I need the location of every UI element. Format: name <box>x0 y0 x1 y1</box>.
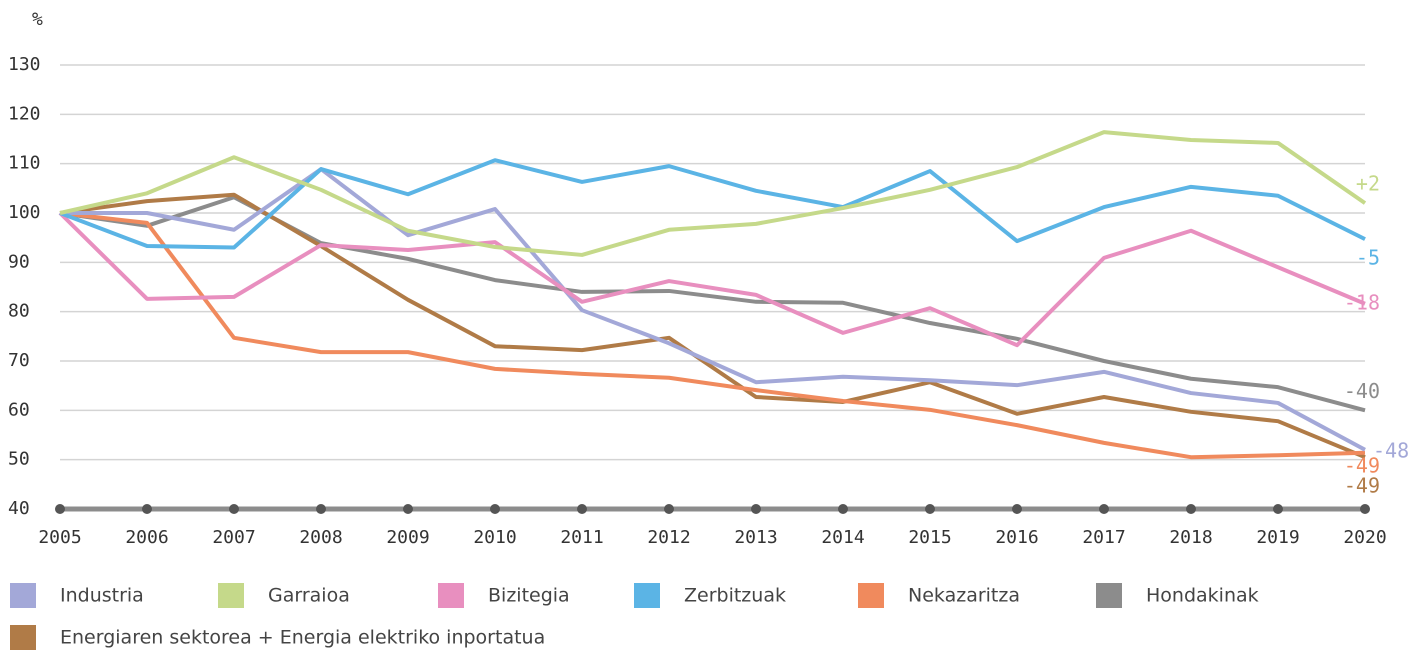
x-tick-label: 2015 <box>908 527 951 548</box>
series-line <box>59 211 1366 460</box>
y-tick-label: 110 <box>8 153 41 174</box>
x-tick-label: 2009 <box>386 527 429 548</box>
x-tick-label: 2007 <box>212 527 255 548</box>
end-label: -5 <box>1356 246 1380 270</box>
x-tick-label: 2016 <box>995 527 1038 548</box>
legend-swatch <box>10 625 36 650</box>
legend-swatch <box>634 583 660 608</box>
x-tick <box>1099 504 1109 514</box>
x-tick <box>925 504 935 514</box>
end-label: -40 <box>1344 379 1380 403</box>
series-line <box>58 211 1366 348</box>
x-tick-label: 2013 <box>734 527 777 548</box>
legend-label: Bizitegia <box>488 585 570 607</box>
x-tick-label: 2020 <box>1343 527 1386 548</box>
end-label: -49 <box>1344 474 1380 498</box>
x-tick <box>316 504 326 514</box>
legend-label: Industria <box>60 585 144 607</box>
y-tick-label: 80 <box>8 301 30 322</box>
x-tick <box>403 504 413 514</box>
x-tick <box>1273 504 1283 514</box>
y-tick-label: 90 <box>8 251 30 272</box>
y-tick-label: 120 <box>8 103 41 124</box>
series-line <box>59 192 1366 460</box>
x-tick <box>490 504 500 514</box>
end-label: -49 <box>1344 453 1380 477</box>
x-tick <box>577 504 587 514</box>
x-tick-label: 2014 <box>821 527 864 548</box>
series-line <box>59 158 1366 250</box>
y-tick-label: 100 <box>8 202 41 223</box>
y-tick-label: 130 <box>8 54 41 75</box>
legend-swatch <box>218 583 244 608</box>
legend-label: Garraioa <box>268 585 350 607</box>
legend-swatch <box>438 583 464 608</box>
x-tick <box>229 504 239 514</box>
x-tick <box>55 504 65 514</box>
legend-swatch <box>10 583 36 608</box>
legend-swatch <box>858 583 884 608</box>
y-tick-label: 60 <box>8 399 30 420</box>
y-unit-label: % <box>32 9 43 30</box>
x-tick-label: 2018 <box>1169 527 1212 548</box>
end-label: -48 <box>1373 438 1409 462</box>
legend-label: Zerbitzuak <box>684 585 786 607</box>
y-tick-label: 40 <box>8 498 30 519</box>
x-tick <box>838 504 848 514</box>
x-tick-label: 2012 <box>647 527 690 548</box>
x-tick-label: 2019 <box>1256 527 1299 548</box>
x-tick-label: 2017 <box>1082 527 1125 548</box>
legend-label: Nekazaritza <box>908 585 1020 607</box>
end-label: -18 <box>1344 290 1380 314</box>
end-label: +2 <box>1356 172 1380 196</box>
legend-swatch <box>1096 583 1122 608</box>
x-tick-label: 2005 <box>38 527 81 548</box>
x-tick-label: 2011 <box>560 527 603 548</box>
x-tick-label: 2008 <box>299 527 342 548</box>
y-tick-label: 50 <box>8 449 30 470</box>
x-tick <box>1012 504 1022 514</box>
series-line <box>60 167 1366 452</box>
legend-label: Energiaren sektorea + Energia elektriko … <box>60 627 545 649</box>
y-tick-label: 70 <box>8 350 30 371</box>
legend-label: Hondakinak <box>1146 585 1259 607</box>
x-tick <box>664 504 674 514</box>
x-tick <box>1360 504 1370 514</box>
x-tick-label: 2006 <box>125 527 168 548</box>
x-tick <box>751 504 761 514</box>
x-tick <box>142 504 152 514</box>
series-line <box>59 130 1367 257</box>
x-tick-label: 2010 <box>473 527 516 548</box>
x-tick <box>1186 504 1196 514</box>
